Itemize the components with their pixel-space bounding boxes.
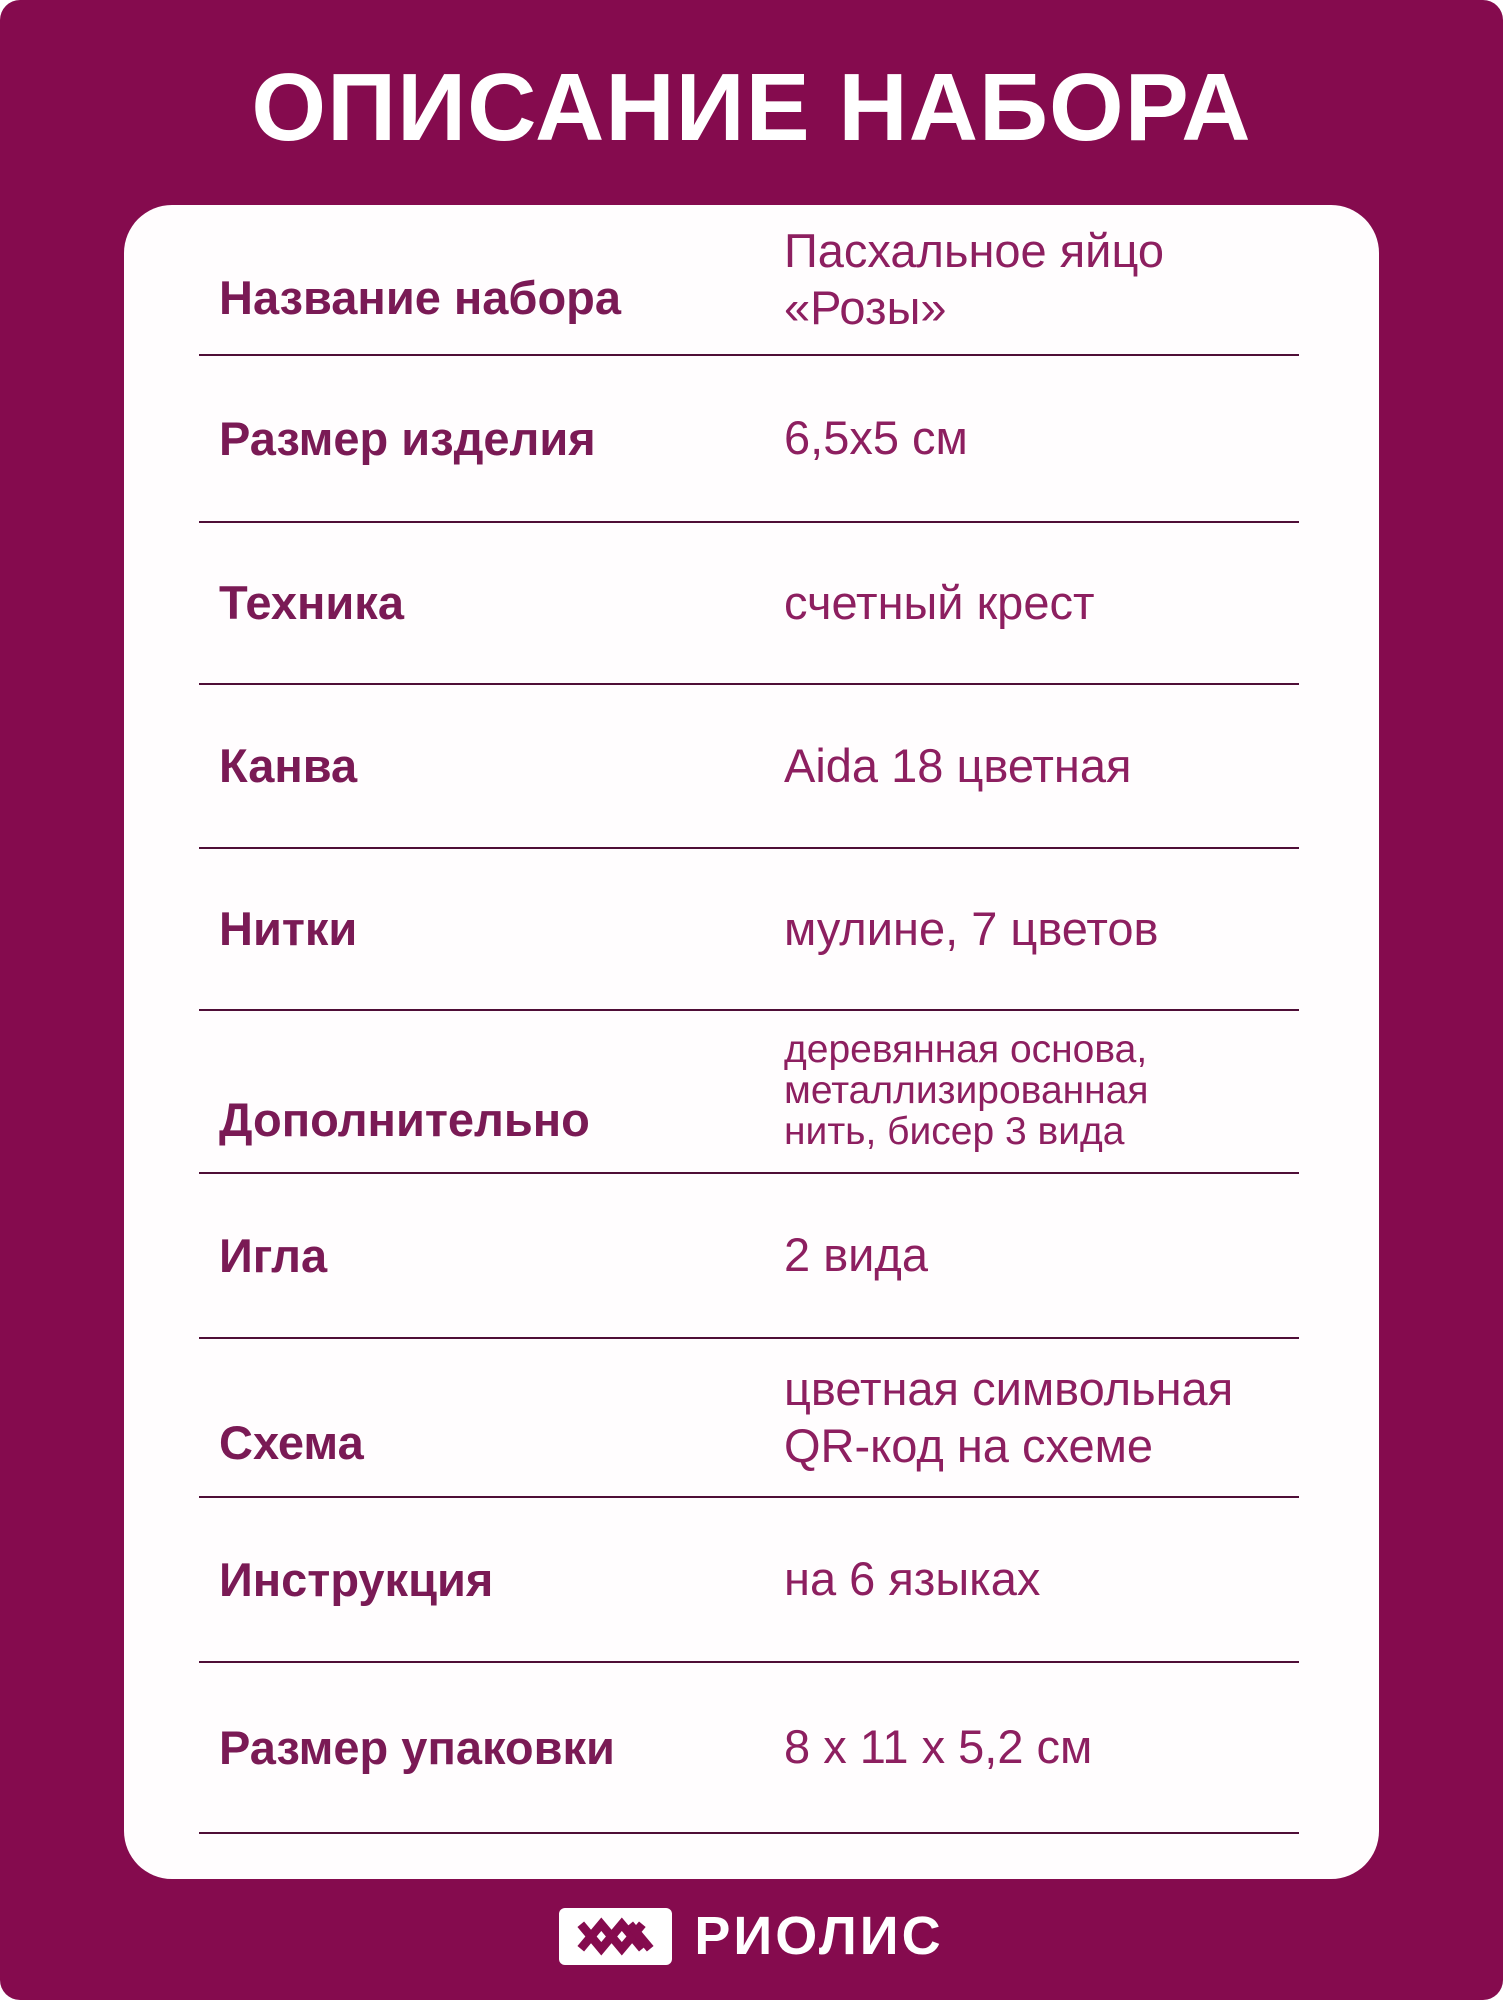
spec-row-package-size: Размер упаковки 8 х 11 х 5,2 см bbox=[199, 1663, 1299, 1834]
spec-label: Название набора bbox=[219, 270, 622, 324]
spec-value-line: счетный крест bbox=[784, 575, 1095, 629]
spec-value: на 6 языках bbox=[784, 1551, 1299, 1607]
spec-value: 8 х 11 х 5,2 см bbox=[784, 1719, 1299, 1775]
page-title: ОПИСАНИЕ НАБОРА bbox=[251, 54, 1252, 161]
description-card: Название набора Пасхальное яйцо «Розы» Р… bbox=[124, 205, 1379, 1879]
brand-name: РИОЛИС bbox=[694, 1906, 944, 1966]
spec-label: Размер изделия bbox=[219, 411, 596, 465]
spec-row-chart: Схема цветная символьная QR-код на схеме bbox=[199, 1339, 1299, 1498]
spec-row-needle: Игла 2 вида bbox=[199, 1174, 1299, 1339]
spec-value-line: нить, бисер 3 вида bbox=[784, 1109, 1125, 1153]
spec-row-instructions: Инструкция на 6 языках bbox=[199, 1498, 1299, 1663]
spec-row-item-size: Размер изделия 6,5х5 см bbox=[199, 356, 1299, 523]
spec-value-line: мулине, 7 цветов bbox=[784, 901, 1159, 955]
spec-value: цветная символьная QR-код на схеме bbox=[784, 1361, 1299, 1474]
spec-row-extras: Дополнительно деревянная основа, металли… bbox=[199, 1011, 1299, 1174]
spec-value-line: цветная символьная bbox=[784, 1362, 1234, 1416]
spec-value-line: QR-код на схеме bbox=[784, 1418, 1154, 1472]
brand-logo: РИОЛИС bbox=[0, 1879, 1503, 1993]
spec-value: деревянная основа, металлизированная нит… bbox=[784, 1028, 1299, 1153]
spec-label: Канва bbox=[219, 739, 358, 793]
spec-value: 6,5х5 см bbox=[784, 410, 1299, 466]
spec-value-line: на 6 языках bbox=[784, 1552, 1041, 1606]
spec-value-line: «Розы» bbox=[784, 280, 947, 334]
spec-label: Дополнительно bbox=[219, 1092, 590, 1146]
spec-value: счетный крест bbox=[784, 575, 1299, 631]
cross-stitch-zigzag-icon bbox=[559, 1907, 673, 1965]
spec-value-line: 6,5х5 см bbox=[784, 411, 968, 465]
spec-label: Размер упаковки bbox=[219, 1720, 615, 1774]
spec-value-line: 8 х 11 х 5,2 см bbox=[784, 1720, 1093, 1774]
spec-value-line: Пасхальное яйцо bbox=[784, 224, 1164, 278]
spec-value: мулине, 7 цветов bbox=[784, 901, 1299, 957]
spec-value: Aida 18 цветная bbox=[784, 738, 1299, 794]
spec-value-line: 2 вида bbox=[784, 1228, 928, 1282]
spec-row-technique: Техника счетный крест bbox=[199, 523, 1299, 685]
spec-row-kit-name: Название набора Пасхальное яйцо «Розы» bbox=[199, 205, 1299, 356]
spec-value-line: деревянная основа, bbox=[784, 1028, 1148, 1072]
spec-label: Техника bbox=[219, 576, 404, 630]
spec-label: Игла bbox=[219, 1228, 328, 1282]
spec-row-threads: Нитки мулине, 7 цветов bbox=[199, 849, 1299, 1011]
spec-label: Инструкция bbox=[219, 1552, 494, 1606]
spec-value: Пасхальное яйцо «Розы» bbox=[784, 223, 1299, 336]
spec-row-canvas: Канва Aida 18 цветная bbox=[199, 685, 1299, 849]
spec-label: Схема bbox=[219, 1415, 364, 1469]
spec-value-line: металлизированная bbox=[784, 1069, 1149, 1113]
spec-value: 2 вида bbox=[784, 1227, 1299, 1283]
spec-value-line: Aida 18 цветная bbox=[784, 738, 1132, 792]
spec-label: Нитки bbox=[219, 902, 358, 956]
